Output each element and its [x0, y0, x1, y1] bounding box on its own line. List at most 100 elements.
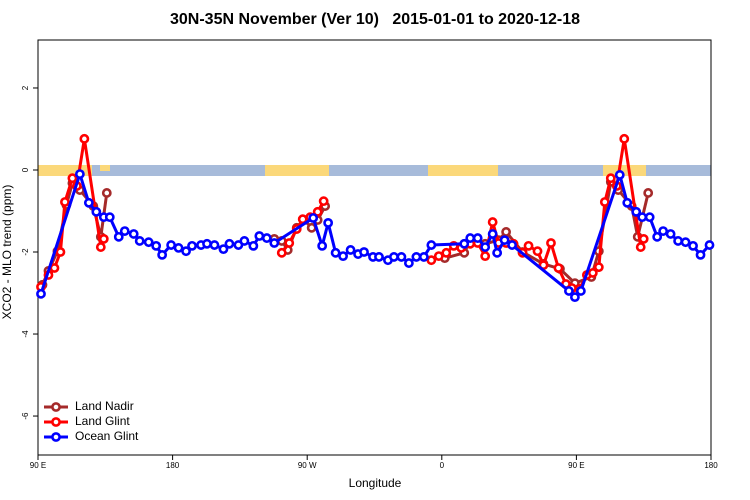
x-tick-label: 0: [440, 461, 445, 470]
data-point: [134, 236, 145, 246]
data-point: [658, 226, 669, 236]
data-point: [79, 133, 90, 144]
data-point: [459, 238, 470, 249]
data-point: [323, 217, 334, 228]
data-point: [104, 212, 115, 223]
data-point: [95, 242, 106, 252]
data-point: [564, 286, 574, 296]
x-tick-label: 90 W: [298, 461, 317, 470]
data-point: [55, 247, 66, 257]
data-point: [202, 238, 212, 249]
data-point: [487, 229, 498, 239]
data-point: [101, 188, 112, 198]
data-point: [269, 238, 280, 248]
data-point: [143, 237, 154, 248]
data-point: [441, 247, 452, 258]
data-point: [151, 240, 162, 251]
data-point: [570, 292, 580, 303]
y-axis-label: XCO2 - MLO trend (ppm): [0, 185, 14, 320]
data-point: [389, 252, 399, 262]
data-point: [688, 240, 698, 251]
data-point: [635, 242, 646, 252]
data-point: [173, 243, 184, 253]
data-point: [308, 213, 319, 223]
y-tick-label: -4: [21, 330, 30, 338]
data-point: [605, 173, 616, 184]
land-strip: [265, 165, 329, 176]
data-point: [276, 247, 287, 258]
land-strip: [38, 165, 92, 176]
data-point: [338, 251, 348, 262]
data-point: [523, 240, 534, 251]
legend-label: Land Glint: [75, 414, 130, 428]
data-point: [593, 262, 604, 273]
legend-label: Ocean Glint: [75, 429, 139, 443]
data-point: [60, 197, 70, 207]
data-point: [98, 233, 109, 244]
data-point: [113, 231, 124, 242]
data-point: [345, 245, 356, 255]
data-point: [472, 233, 483, 243]
data-point: [665, 229, 676, 239]
data-point: [426, 240, 437, 250]
data-point: [239, 236, 250, 246]
data-point: [643, 188, 654, 198]
data-point: [218, 244, 229, 255]
data-point: [492, 247, 503, 258]
data-point: [614, 170, 625, 180]
x-tick-label: 180: [166, 461, 180, 470]
data-point: [36, 288, 46, 299]
legend-marker: [51, 432, 61, 442]
data-point: [312, 206, 323, 217]
data-point: [622, 197, 633, 208]
legend-label: Land Nadir: [75, 399, 134, 413]
data-point: [181, 246, 191, 257]
data-point: [330, 247, 341, 258]
ocean-strip: [38, 165, 711, 176]
data-point: [637, 212, 648, 223]
data-point: [224, 238, 235, 249]
x-tick-label: 90 E: [30, 461, 46, 470]
data-point: [284, 238, 295, 248]
data-point: [157, 249, 168, 260]
data-point: [403, 258, 414, 268]
data-point: [67, 173, 78, 184]
data-point: [501, 227, 512, 237]
data-point: [83, 197, 94, 208]
data-point: [695, 249, 706, 260]
data-point: [638, 233, 649, 244]
data-point: [480, 242, 491, 252]
data-point: [575, 286, 586, 296]
data-point: [631, 206, 642, 217]
data-point: [411, 252, 422, 262]
data-point: [128, 229, 139, 239]
data-point: [254, 231, 265, 241]
x-tick-label: 90 E: [568, 461, 584, 470]
data-point: [261, 233, 272, 243]
data-point: [673, 236, 683, 246]
data-point: [248, 240, 259, 251]
plot-frame: [37, 39, 712, 456]
data-point: [680, 237, 691, 248]
data-point: [532, 246, 543, 257]
data-point: [119, 226, 130, 236]
data-point: [507, 240, 517, 250]
land-ocean-band: [38, 165, 711, 176]
data-point: [644, 212, 655, 223]
data-point: [91, 206, 102, 217]
data-point: [166, 240, 177, 250]
legend-marker: [51, 402, 61, 412]
data-point: [359, 247, 369, 257]
x-tick-label: 180: [704, 461, 718, 470]
data-point: [396, 252, 407, 262]
data-point: [704, 240, 715, 250]
data-point: [553, 263, 564, 273]
data-point: [487, 217, 498, 227]
data-point: [209, 240, 220, 250]
legend-marker: [51, 417, 61, 427]
data-point: [619, 133, 630, 144]
data-point: [374, 252, 384, 262]
data-point: [49, 263, 60, 273]
land-strip: [428, 165, 498, 176]
